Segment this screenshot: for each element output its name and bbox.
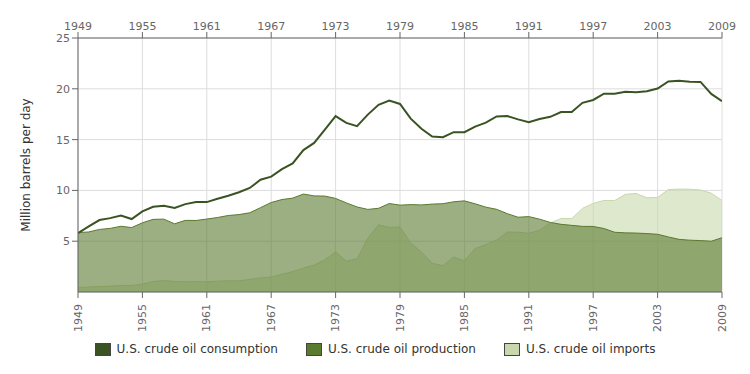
svg-text:Million barrels per day: Million barrels per day [19, 98, 33, 231]
svg-text:1961: 1961 [200, 304, 213, 332]
svg-text:10: 10 [56, 184, 70, 197]
svg-text:1991: 1991 [522, 304, 535, 332]
html-text:U.S. crude oil consumption: U.S. crude oil consumption [116, 342, 278, 356]
svg-text:2003: 2003 [651, 304, 664, 332]
svg-text:2003: 2003 [644, 20, 672, 33]
svg-text:1955: 1955 [128, 20, 156, 33]
svg-text:1949: 1949 [64, 20, 92, 33]
svg-text:1955: 1955 [136, 304, 149, 332]
svg-text:1973: 1973 [322, 20, 350, 33]
svg-text:1973: 1973 [329, 304, 342, 332]
html-text:U.S. crude oil production: U.S. crude oil production [327, 342, 476, 356]
svg-text:5: 5 [63, 235, 70, 248]
svg-text:20: 20 [56, 83, 70, 96]
svg-text:1985: 1985 [450, 20, 478, 33]
svg-text:1997: 1997 [579, 20, 607, 33]
svg-text:1985: 1985 [458, 304, 471, 332]
svg-text:2009: 2009 [708, 20, 736, 33]
svg-text:1991: 1991 [515, 20, 543, 33]
svg-text:15: 15 [56, 134, 70, 147]
svg-text:1997: 1997 [587, 304, 600, 332]
html-text:U.S. crude oil imports: U.S. crude oil imports [525, 342, 656, 356]
svg-text:1979: 1979 [394, 304, 407, 332]
svg-text:1967: 1967 [265, 304, 278, 332]
svg-text:1979: 1979 [386, 20, 414, 33]
svg-text:25: 25 [56, 32, 70, 45]
svg-text:1949: 1949 [72, 304, 85, 332]
svg-text:2009: 2009 [716, 304, 729, 332]
svg-text:1961: 1961 [193, 20, 221, 33]
svg-text:1967: 1967 [257, 20, 285, 33]
